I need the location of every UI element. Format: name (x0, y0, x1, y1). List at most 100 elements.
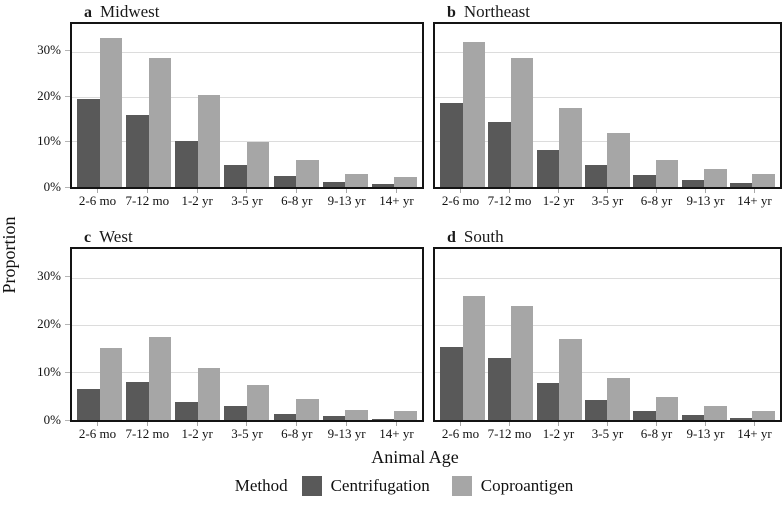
bar-centrifugation-6-8-yr (273, 175, 297, 187)
x-tick-mark (705, 189, 706, 193)
bar-coproantigen-1-2-yr (197, 367, 221, 420)
bar-group-1-2-yr (536, 249, 582, 420)
legend: Method Centrifugation Coproantigen (70, 472, 760, 500)
x-axis: 2-6 mo 7-12 mo 1-2 yr 3-5 yr 6-8 yr 9-13 yr 14… (70, 422, 424, 444)
x-tick-mark (607, 189, 608, 193)
x-tick-cell: 1-2 yr (175, 422, 220, 444)
bar-centrifugation-1-2-yr (175, 402, 198, 420)
bar-centrifugation-7-12-mo (126, 115, 149, 187)
bar-centrifugation-7-12-mo (488, 122, 511, 187)
x-tick-label: 7-12 mo (487, 193, 532, 208)
y-tick-label: 10% (37, 364, 61, 380)
bar-coproantigen-2-6-mo (462, 295, 485, 420)
bar-centrifugation-14-yr (729, 417, 753, 420)
y-tick-mark (65, 95, 70, 97)
x-tick-label: 9-13 yr (686, 193, 725, 208)
bar-centrifugation-3-5-yr (224, 405, 247, 420)
gridline (72, 372, 422, 374)
x-tick-cell: 7-12 mo (125, 422, 170, 444)
x-tick-label: 1-2 yr (181, 426, 213, 441)
y-tick-label: 20% (37, 316, 61, 332)
panel-letter: c (84, 229, 92, 246)
bar-group-3-5-yr (224, 249, 270, 420)
bar-group-6-8-yr (273, 249, 319, 420)
y-tick-label: 20% (37, 87, 61, 103)
y-tick-mark (65, 324, 70, 326)
x-tick-mark (460, 189, 461, 193)
bar-centrifugation-9-13-yr (322, 416, 346, 420)
bar-coproantigen-6-8-yr (655, 397, 679, 420)
bar-coproantigen-3-5-yr (607, 377, 630, 420)
y-tick-label: 0% (43, 179, 61, 194)
bar-group-3-5-yr (224, 24, 270, 187)
x-tick-mark (509, 189, 510, 193)
bar-centrifugation-1-2-yr (175, 141, 198, 187)
x-tick-cell: 3-5 yr (224, 189, 269, 211)
legend-label-coproantigen: Coproantigen (480, 476, 574, 495)
x-tick-cell: 2-6 mo (75, 189, 120, 211)
panel-title: b Northeast (433, 2, 782, 22)
x-tick-cell: 2-6 mo (75, 422, 120, 444)
bar-coproantigen-1-2-yr (197, 95, 221, 187)
x-tick-mark (558, 189, 559, 193)
plot-area-midwest (70, 22, 424, 189)
x-tick-cell: 3-5 yr (585, 189, 630, 211)
plot-area-northeast (433, 22, 782, 189)
bar-group-3-5-yr (584, 249, 630, 420)
bar-coproantigen-2-6-mo (99, 37, 122, 187)
x-tick-label: 9-13 yr (327, 193, 366, 208)
x-tick-label: 2-6 mo (441, 193, 480, 208)
bar-group-1-2-yr (175, 249, 221, 420)
x-tick-label: 3-5 yr (231, 426, 263, 441)
bar-group-1-2-yr (175, 24, 221, 187)
bar-group-7-12-mo (126, 249, 172, 420)
y-tick-label: 30% (37, 268, 61, 284)
bar-group-9-13-yr (681, 24, 727, 187)
bar-coproantigen-14-yr (394, 411, 417, 420)
x-tick-mark (97, 422, 98, 426)
x-tick-cell: 14+ yr (732, 189, 777, 211)
bar-group-7-12-mo (488, 249, 534, 420)
y-tick-mark (65, 49, 70, 51)
bar-centrifugation-9-13-yr (322, 181, 346, 187)
x-tick-label: 14+ yr (737, 193, 772, 208)
x-tick-label: 2-6 mo (441, 426, 480, 441)
bar-coproantigen-14-yr (752, 173, 775, 187)
y-tick-label: 10% (37, 133, 61, 149)
plot-area-south (433, 247, 782, 422)
panel-northeast: b Northeast 2-6 mo 7-12 mo 1-2 yr 3-5 yr 6-8 y… (433, 2, 782, 211)
bar-coproantigen-9-13-yr (345, 409, 368, 420)
x-tick-mark (246, 422, 248, 426)
x-tick-cell: 6-8 yr (274, 189, 319, 211)
panels-grid: a Midwest 0% 10% 20% 30% 2-6 mo 7-12 mo 1-2 yr 3-… (22, 0, 784, 444)
x-tick-label: 14+ yr (379, 193, 414, 208)
bar-group-14-yr (729, 249, 775, 420)
legend-swatch-centrifugation (301, 476, 322, 496)
x-tick-label: 3-5 yr (591, 426, 624, 441)
x-tick-mark (296, 189, 298, 193)
bar-group-9-13-yr (322, 249, 368, 420)
x-tick-label: 14+ yr (379, 426, 414, 441)
bar-centrifugation-3-5-yr (224, 165, 247, 187)
legend-label-centrifugation: Centrifugation (330, 476, 430, 495)
bar-group-3-5-yr (584, 24, 630, 187)
x-tick-mark (656, 189, 657, 193)
x-tick-mark (97, 189, 98, 193)
y-axis: 0% 10% 20% 30% (22, 247, 70, 427)
bar-centrifugation-7-12-mo (488, 358, 511, 420)
x-tick-label: 14+ yr (737, 426, 772, 441)
x-tick-label: 3-5 yr (231, 193, 263, 208)
bar-centrifugation-14-yr (729, 182, 753, 187)
x-tick-mark (656, 422, 657, 426)
bar-group-14-yr (371, 249, 417, 420)
bar-coproantigen-2-6-mo (99, 348, 122, 420)
bar-coproantigen-1-2-yr (559, 338, 582, 420)
x-tick-label: 2-6 mo (78, 426, 117, 441)
x-tick-cell: 7-12 mo (487, 189, 532, 211)
x-axis: 2-6 mo 7-12 mo 1-2 yr 3-5 yr 6-8 yr 9-13 yr 14… (433, 422, 782, 444)
x-tick-cell: 1-2 yr (175, 189, 220, 211)
y-tick-mark (65, 276, 70, 278)
bar-centrifugation-9-13-yr (681, 180, 705, 187)
x-tick-cell: 9-13 yr (683, 189, 728, 211)
y-axis: 0% 10% 20% 30% (22, 22, 70, 194)
